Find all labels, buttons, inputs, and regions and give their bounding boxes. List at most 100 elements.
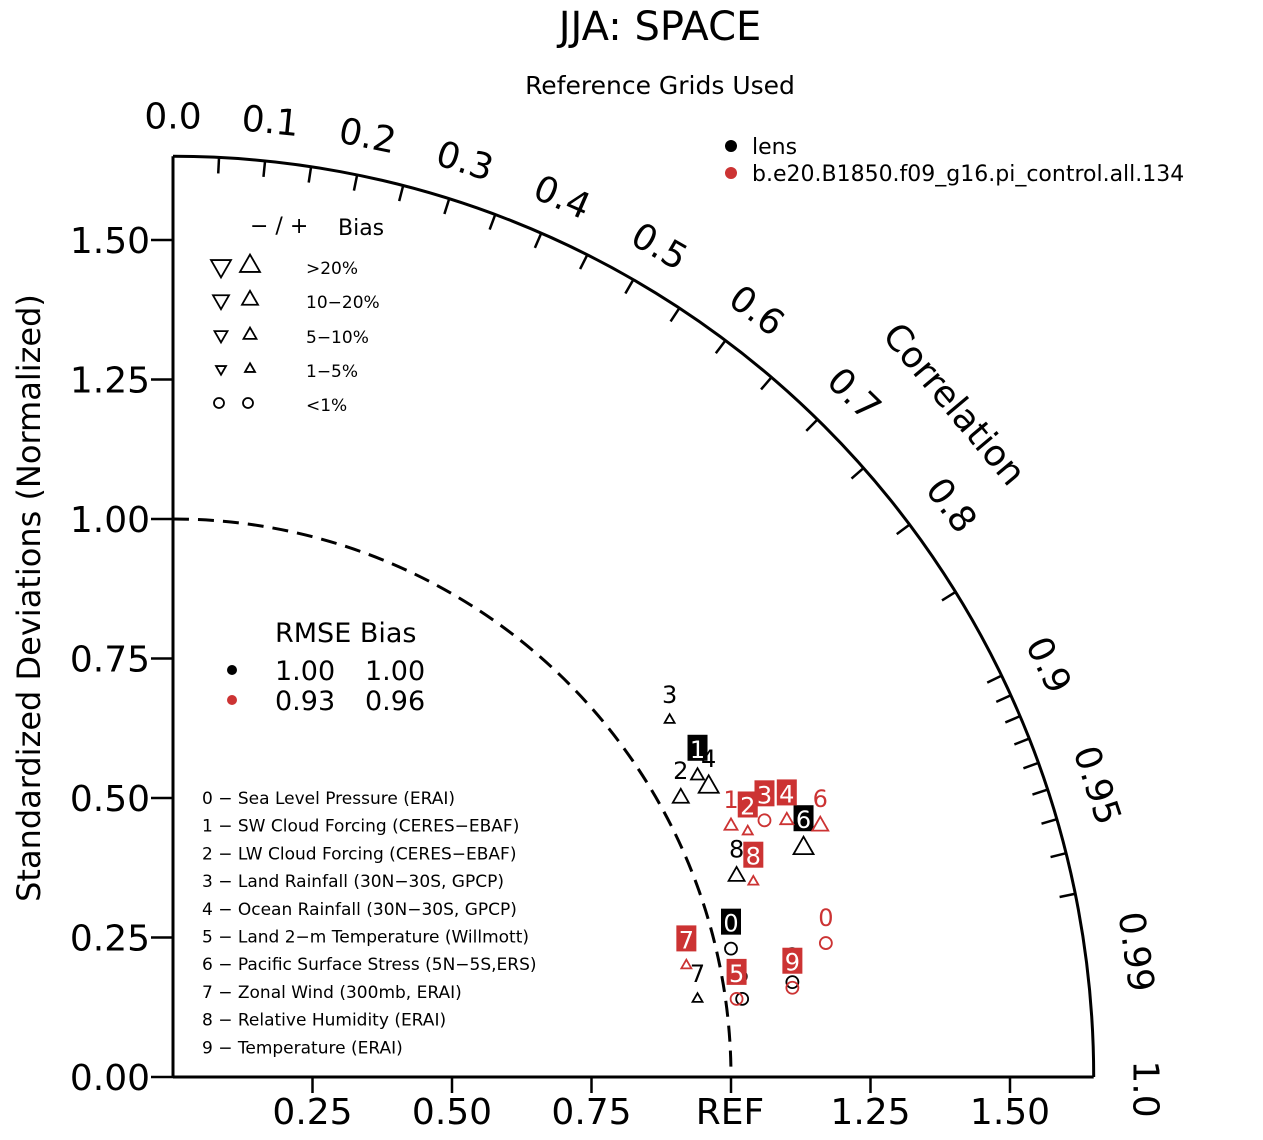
point-label: 8 xyxy=(746,843,761,871)
variable-label: 4 − Ocean Rainfall (30N−30S, GPCP) xyxy=(202,900,517,920)
corr-minor-tick xyxy=(533,232,543,249)
corr-tick-label: 0.2 xyxy=(335,111,399,163)
summary-legend: RMSE Bias 1.00 1.00 0.93 0.96 xyxy=(227,618,425,717)
axes-group: 0.000.250.500.751.001.251.500.25 0.50 0.75… xyxy=(70,154,1096,1133)
summary-bias-control: 0.96 xyxy=(365,686,425,717)
corr-minor-tick xyxy=(669,307,681,323)
point-marker-triangle xyxy=(727,865,747,882)
point-marker-triangle xyxy=(791,834,816,856)
point-label: 2 xyxy=(673,757,688,785)
chart-subtitle: Reference Grids Used xyxy=(525,71,795,100)
corr-tick-label: 0.4 xyxy=(527,168,596,228)
corr-minor-tick xyxy=(307,166,313,183)
corr-minor-tick xyxy=(760,376,773,391)
bias-legend-label: >20% xyxy=(306,259,358,279)
variable-label: 9 − Temperature (ERAI) xyxy=(202,1038,403,1058)
point-label: 8 xyxy=(729,835,744,863)
x-ref-label: REF xyxy=(696,1092,764,1133)
corr-minor-tick xyxy=(941,590,957,602)
point-marker-triangle xyxy=(663,712,677,724)
variable-label: 8 − Relative Humidity (ERAI) xyxy=(202,1011,446,1031)
bias-legend-rows: >20% 10−20% 5−10% 1−5% <1% xyxy=(209,252,380,416)
point-marker-triangle xyxy=(679,957,693,970)
corr-tick-label: 0.6 xyxy=(721,278,791,345)
legend-label-lens: lens xyxy=(752,135,797,160)
y-tick-label: 1.25 xyxy=(70,361,150,402)
y-tick-label: 0.75 xyxy=(70,640,150,681)
point-marker-circle xyxy=(785,975,800,990)
bias-legend-up-icon xyxy=(241,325,259,340)
variable-label: 6 − Pacific Surface Stress (5N−5S,ERS) xyxy=(202,955,537,975)
summary-rmse-control: 0.93 xyxy=(275,686,335,717)
x-tick-label: 0.75 xyxy=(551,1092,631,1133)
point-marker-triangle xyxy=(689,766,706,781)
corr-tick-label: 0.95 xyxy=(1065,741,1129,830)
corr-minor-tick xyxy=(216,157,221,174)
reference-arc xyxy=(172,517,733,1078)
y-tick-label: 0.25 xyxy=(70,919,150,960)
bias-legend-label: 1−5% xyxy=(306,362,358,382)
y-tick-label: 1.00 xyxy=(70,500,150,541)
corr-minor-tick xyxy=(896,523,911,536)
y-tick-label: 1.50 xyxy=(70,221,150,262)
corr-minor-tick xyxy=(1059,892,1076,899)
corr-minor-tick xyxy=(1013,737,1030,746)
corr-minor-tick xyxy=(397,185,405,202)
point-label-box xyxy=(782,947,803,974)
corr-tick-label: 0.3 xyxy=(431,133,498,189)
y-axis-title: Standardized Deviations (Normalized) xyxy=(10,294,48,902)
corr-tick-label: 0.99 xyxy=(1110,909,1162,994)
point-label-box xyxy=(721,908,741,935)
corr-tick-label: 0.0 xyxy=(144,96,201,137)
point-label-box xyxy=(687,734,708,761)
bias-legend-up-icon xyxy=(243,361,257,373)
corr-tick-label: 0.1 xyxy=(240,98,301,145)
variable-label: 0 − Sea Level Pressure (ERAI) xyxy=(202,789,455,809)
corr-tick-label: 0.7 xyxy=(819,360,889,429)
variable-label: 2 − LW Cloud Forcing (CERES−EBAF) xyxy=(202,844,516,864)
corr-tick-label: 0.5 xyxy=(624,215,694,279)
point-label: 7 xyxy=(690,960,705,988)
point-marker-circle xyxy=(724,941,738,956)
corr-minor-tick xyxy=(986,674,1003,684)
point-marker-triangle xyxy=(697,773,721,794)
point-marker-triangle xyxy=(746,874,760,886)
bias-legend-down-icon xyxy=(209,259,233,280)
chart-title: JJA: SPACE xyxy=(556,4,762,50)
variable-label: 5 − Land 2−m Temperature (Willmott) xyxy=(202,928,529,948)
point-label: 6 xyxy=(813,785,828,813)
point-marker-circle xyxy=(785,980,800,995)
summary-header: RMSE Bias xyxy=(275,618,416,649)
variable-label: 7 − Zonal Wind (300mb, ERAI) xyxy=(202,983,462,1003)
bias-legend-down-icon xyxy=(211,294,231,311)
point-label-box xyxy=(726,958,747,985)
bias-legend-label: 10−20% xyxy=(306,293,380,313)
series-legend: lens b.e20.B1850.f09_g16.pi_control.all.… xyxy=(725,135,1184,187)
corr-minor-tick xyxy=(805,418,819,432)
corr-minor-tick xyxy=(488,214,497,230)
point-marker-triangle xyxy=(778,811,795,826)
corr-tick-label: 0.8 xyxy=(917,470,984,540)
bias-legend-up-icon xyxy=(240,289,260,306)
point-label: 9 xyxy=(785,949,800,977)
point-label: 3 xyxy=(757,781,772,809)
point-marker-circle xyxy=(735,991,750,1006)
point-marker-circle xyxy=(757,813,772,828)
bias-legend-header: Bias xyxy=(338,216,384,241)
bias-legend-down-icon xyxy=(212,330,230,345)
corr-tick-label: 0.9 xyxy=(1017,631,1079,700)
point-label: 3 xyxy=(662,681,677,709)
bias-legend-down-icon xyxy=(214,365,228,377)
point-marker-circle xyxy=(729,991,744,1006)
variable-label: 3 − Land Rainfall (30N−30S, GPCP) xyxy=(202,872,504,892)
legend-dot-control xyxy=(725,167,737,179)
outer-arc xyxy=(172,154,1096,1078)
summary-rmse-lens: 1.00 xyxy=(275,656,335,687)
bias-legend-circle-icon xyxy=(213,397,225,409)
variable-list: 0 − Sea Level Pressure (ERAI) 1 − SW Clou… xyxy=(202,789,537,1058)
corr-minor-tick xyxy=(714,339,727,354)
corr-minor-tick xyxy=(578,254,589,270)
summary-dot-lens xyxy=(227,665,237,675)
y-tick-label: 0.50 xyxy=(70,779,150,820)
